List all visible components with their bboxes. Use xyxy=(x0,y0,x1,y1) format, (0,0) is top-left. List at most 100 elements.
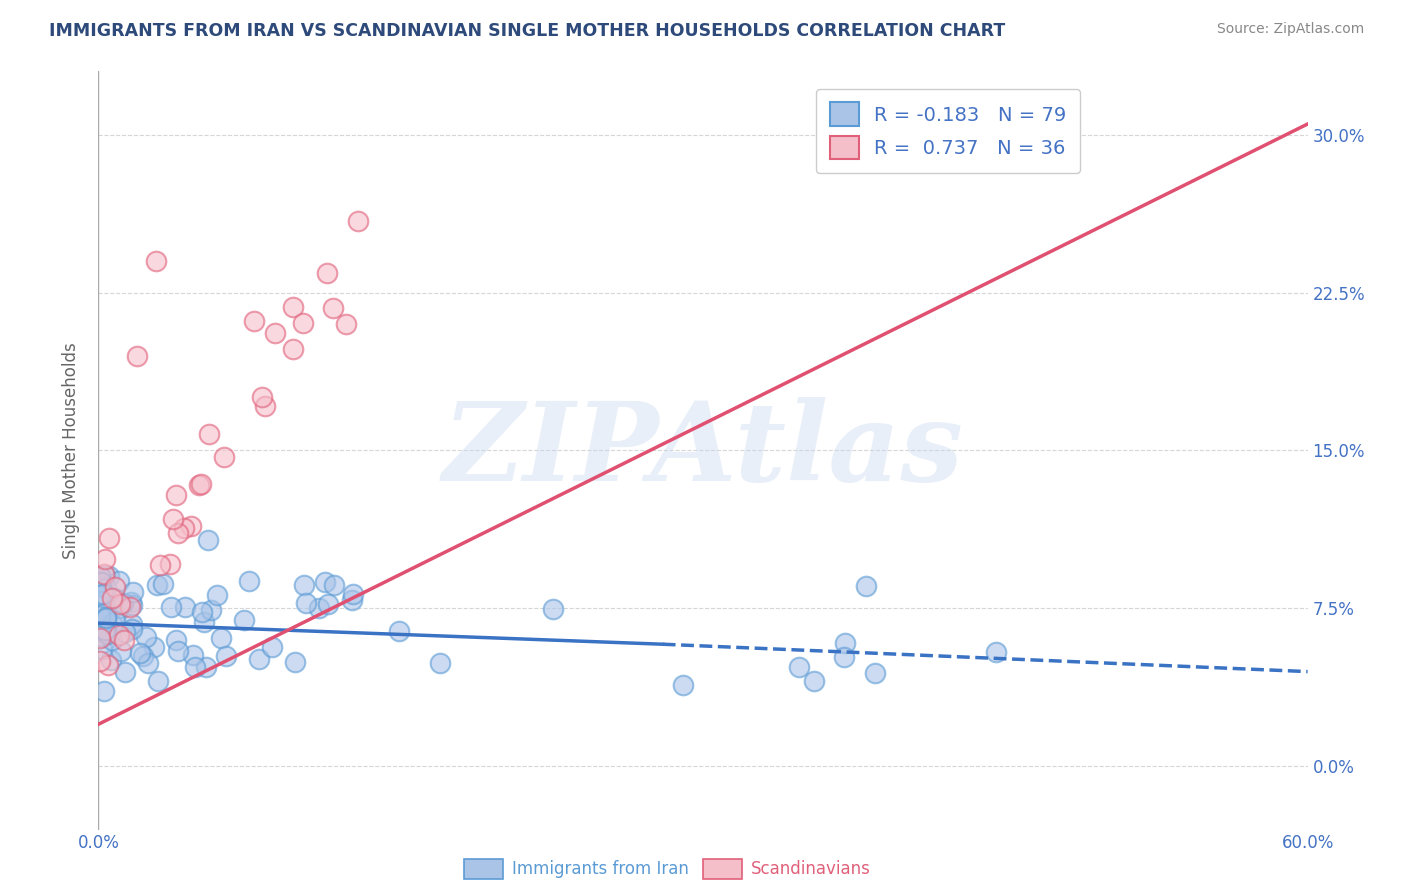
Point xyxy=(322,301,344,315)
Point xyxy=(93,566,115,581)
Point xyxy=(247,652,270,666)
Point xyxy=(94,551,117,566)
Point xyxy=(129,647,152,661)
Point xyxy=(541,602,564,616)
Point xyxy=(165,632,187,647)
Point xyxy=(281,300,304,314)
Point xyxy=(100,652,122,666)
Point xyxy=(316,598,339,612)
Point xyxy=(100,616,122,631)
Text: Source: ZipAtlas.com: Source: ZipAtlas.com xyxy=(1216,22,1364,37)
Point xyxy=(283,342,305,356)
Point xyxy=(165,488,187,502)
Text: Scandinavians: Scandinavians xyxy=(751,860,870,878)
Point xyxy=(121,585,143,599)
Point xyxy=(323,577,346,591)
Text: Immigrants from Iran: Immigrants from Iran xyxy=(512,860,689,878)
Point xyxy=(335,318,357,332)
Point xyxy=(167,643,190,657)
Point xyxy=(803,673,825,688)
Point xyxy=(195,660,218,674)
Point xyxy=(254,399,277,413)
Point xyxy=(108,601,131,615)
Point xyxy=(193,615,215,630)
Y-axis label: Single Mother Households: Single Mother Households xyxy=(62,343,80,558)
Point xyxy=(143,640,166,654)
Point xyxy=(388,624,411,638)
Point xyxy=(214,648,236,663)
Point xyxy=(200,603,222,617)
Point xyxy=(855,579,877,593)
Point xyxy=(264,326,287,341)
Point xyxy=(262,640,284,654)
Point xyxy=(152,577,174,591)
Point xyxy=(90,629,112,643)
Point xyxy=(110,644,132,658)
Point xyxy=(127,349,149,363)
Point xyxy=(984,645,1007,659)
Point xyxy=(94,581,117,595)
Point xyxy=(91,587,114,601)
Legend: R = -0.183   N = 79, R =  0.737   N = 36: R = -0.183 N = 79, R = 0.737 N = 36 xyxy=(815,88,1080,173)
Point xyxy=(101,591,124,605)
Point xyxy=(89,588,111,602)
Point xyxy=(104,614,127,628)
Point xyxy=(187,478,209,492)
Point xyxy=(91,642,114,657)
Point xyxy=(112,633,135,648)
Point xyxy=(98,569,121,583)
Point xyxy=(97,657,120,672)
Point xyxy=(198,426,221,441)
Point xyxy=(121,599,143,613)
Point xyxy=(190,477,212,491)
Point xyxy=(132,649,155,664)
Point xyxy=(209,632,232,646)
Point xyxy=(173,521,195,535)
Point xyxy=(121,623,143,637)
Point xyxy=(104,591,127,605)
Point xyxy=(242,314,264,328)
Point xyxy=(112,596,135,610)
Point xyxy=(108,627,131,641)
Point xyxy=(89,569,111,583)
Point xyxy=(114,665,136,680)
Point xyxy=(94,611,117,625)
Point xyxy=(93,624,115,638)
Point xyxy=(832,649,855,664)
Point xyxy=(96,610,118,624)
Point xyxy=(94,605,117,619)
Point xyxy=(135,630,157,644)
Point xyxy=(834,636,856,650)
Point xyxy=(183,648,205,663)
Point xyxy=(340,593,363,607)
Point xyxy=(205,588,228,602)
Point xyxy=(167,525,190,540)
Point xyxy=(429,656,451,670)
Point xyxy=(159,558,181,572)
Point xyxy=(316,266,339,280)
Point xyxy=(136,656,159,670)
Point xyxy=(672,677,695,691)
Point xyxy=(108,574,131,588)
Point xyxy=(90,575,112,590)
Point xyxy=(184,659,207,673)
Point xyxy=(97,532,120,546)
Point xyxy=(863,666,886,681)
Point xyxy=(347,213,370,227)
Point xyxy=(145,253,167,268)
Point xyxy=(96,627,118,641)
Point xyxy=(100,625,122,640)
Point xyxy=(118,599,141,614)
Point xyxy=(190,605,212,619)
Point xyxy=(291,316,314,330)
Point xyxy=(89,654,111,668)
Point xyxy=(174,600,197,615)
Point xyxy=(284,655,307,669)
Point xyxy=(160,600,183,615)
Point xyxy=(308,601,330,615)
Point xyxy=(250,390,273,404)
Point xyxy=(787,660,810,674)
Text: ZIPAtlas: ZIPAtlas xyxy=(443,397,963,504)
Point xyxy=(212,450,235,464)
Point xyxy=(120,595,142,609)
